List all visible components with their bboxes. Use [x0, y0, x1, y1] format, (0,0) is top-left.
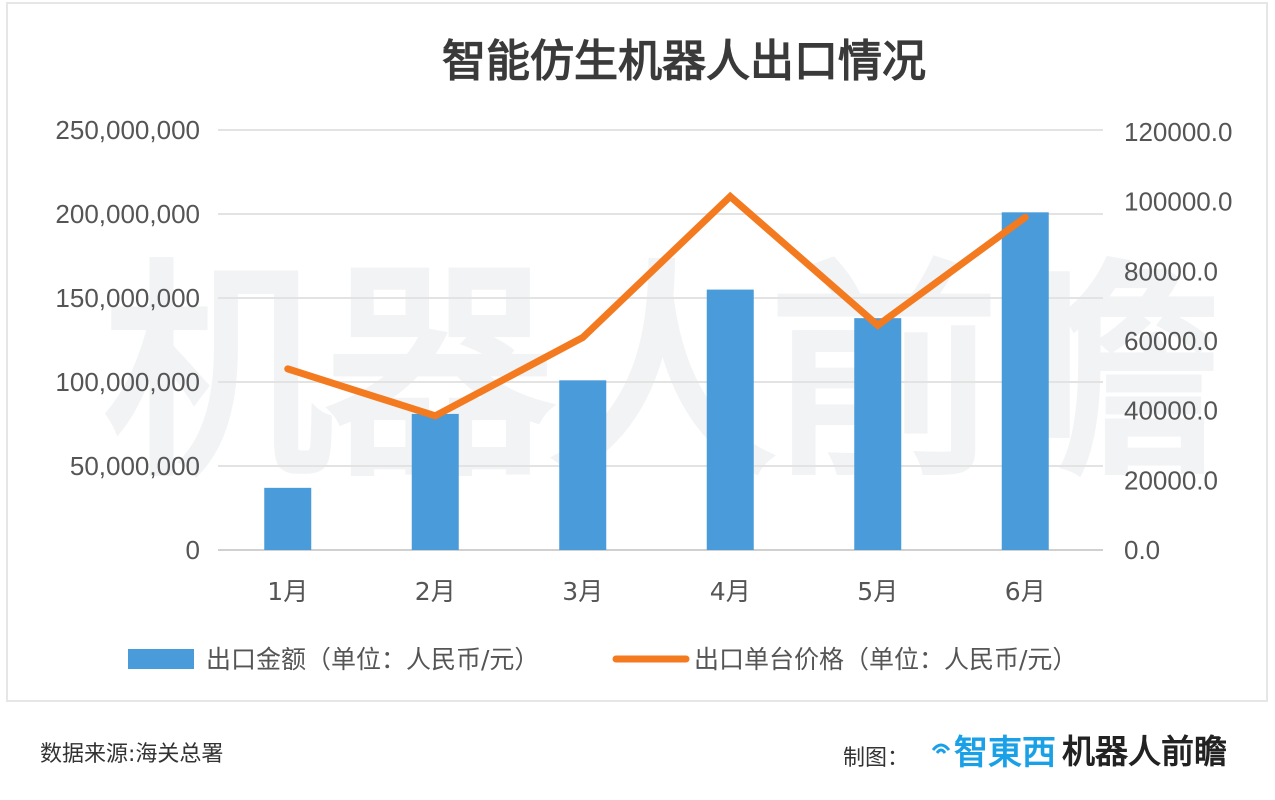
bar-1	[264, 487, 312, 550]
signal-icon	[931, 743, 951, 754]
x-tick-label: 6月	[1005, 577, 1046, 606]
y-right-tick-label: 100000.0	[1124, 187, 1232, 217]
grid-layer	[218, 129, 1103, 551]
legend: 出口金额（单位：人民币/元） 出口单台价格（单位：人民币/元）	[128, 645, 1077, 674]
zhidx-logo-text: 智東西	[954, 732, 1056, 773]
x-tick-label: 1月	[267, 577, 308, 606]
zhidx-logo: 智東西	[930, 724, 1056, 774]
y-right-tick-label: 60000.0	[1124, 326, 1218, 356]
legend-label-price: 出口单台价格（单位：人民币/元）	[694, 645, 1077, 674]
chart-frame: 机器人前瞻 0 50,000,000 100,000,000 150,000,000 2…	[6, 2, 1268, 702]
source-note: 数据来源:海关总署	[40, 742, 224, 767]
price-line	[284, 191, 1029, 420]
robot-frontier-logo-text: 机器人前瞻	[1062, 732, 1227, 771]
y-right-tick-label: 0.0	[1124, 535, 1160, 565]
chart-title: 智能仿生机器人出口情况	[442, 36, 926, 87]
bar-3	[559, 380, 607, 550]
robot-frontier-logo: 机器人前瞻	[1062, 724, 1227, 774]
legend-swatch-amount	[128, 649, 194, 669]
bars-layer	[264, 212, 1049, 550]
y-left-tick-label: 200,000,000	[55, 199, 200, 229]
x-tick-label: 5月	[857, 577, 898, 606]
chart-svg: 机器人前瞻 050,000,000100,000,000150,000,0002…	[55, 36, 1232, 674]
y-right-tick-label: 120000.0	[1124, 117, 1232, 147]
axis-labels: 0 50,000,000 100,000,000 150,000,000 200,000…	[55, 115, 1232, 606]
credit-label: 制图：	[843, 746, 910, 771]
y-right-tick-label: 80000.0	[1124, 256, 1218, 286]
y-left-tick-label: 100,000,000	[55, 367, 200, 397]
legend-label-amount: 出口金额（单位：人民币/元）	[206, 645, 539, 674]
y-left-tick-label: 150,000,000	[55, 283, 200, 313]
y-right-tick-label: 40000.0	[1124, 396, 1218, 426]
y-left-tick-label: 250,000,000	[55, 115, 200, 145]
x-tick-label: 3月	[562, 577, 603, 606]
x-tick-label: 4月	[710, 577, 751, 606]
bar-4	[706, 289, 754, 550]
y-left-tick-label: 0	[186, 535, 200, 565]
y-right-tick-label: 20000.0	[1124, 465, 1218, 495]
bar-2	[411, 413, 459, 550]
bar-5	[854, 318, 902, 550]
y-left-tick-label: 50,000,000	[70, 451, 200, 481]
line-layer	[284, 191, 1029, 420]
x-tick-label: 2月	[415, 577, 456, 606]
bar-6	[1001, 212, 1049, 550]
